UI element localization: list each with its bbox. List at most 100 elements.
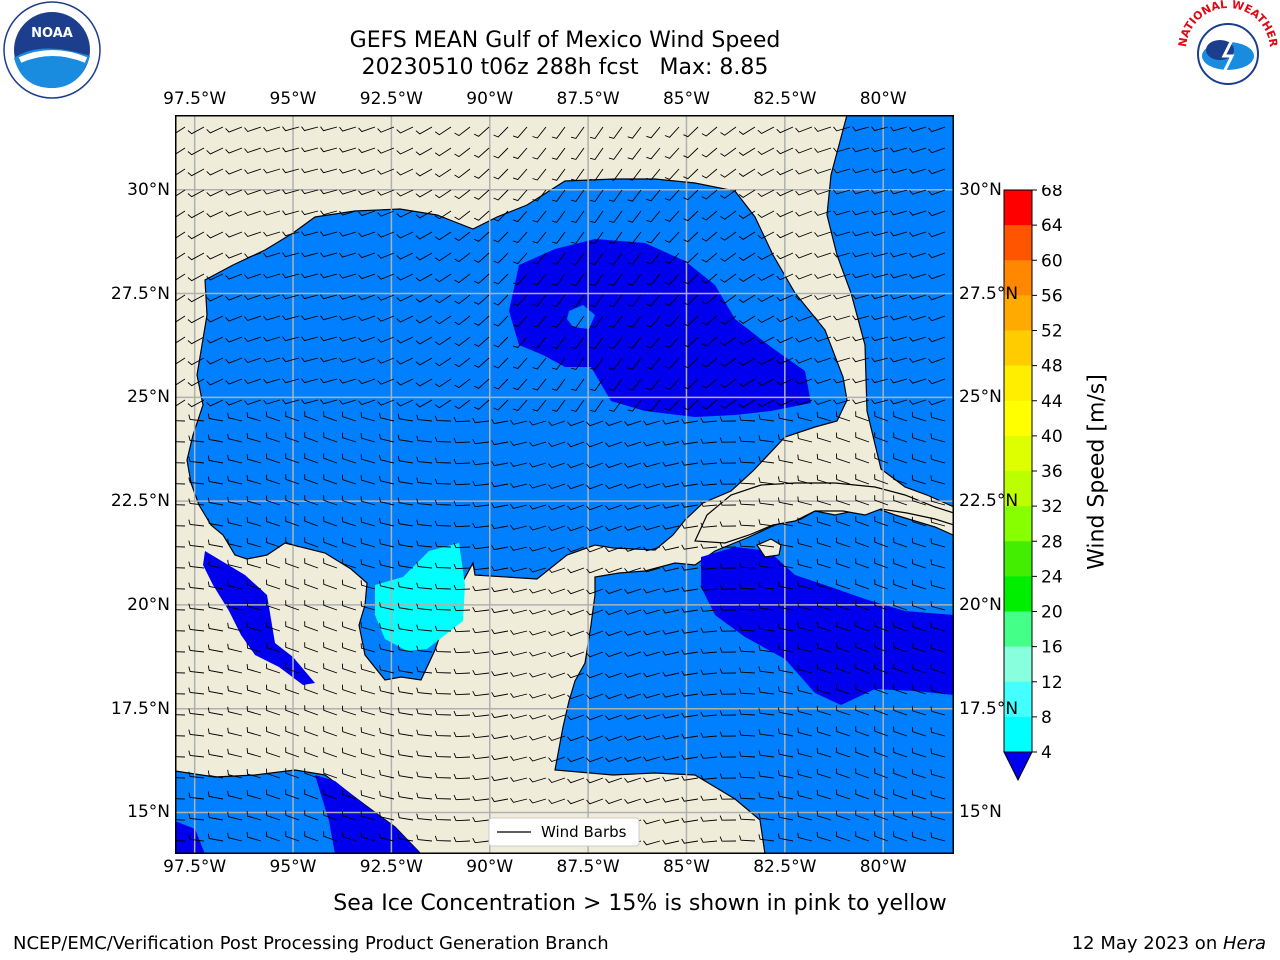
wind-barb-40 [928, 126, 946, 133]
wind-barb-1121 [434, 688, 452, 695]
wind-barb-246 [175, 252, 186, 260]
wind-barb-839 [529, 546, 547, 552]
wind-barb-977 [816, 600, 832, 611]
wind-barb-703 [285, 474, 300, 485]
wind-barb-283 [871, 252, 889, 258]
wind-barb-1223 [816, 726, 832, 737]
wind-barb-1206 [491, 734, 509, 740]
wind-barb-729 [777, 476, 794, 485]
wind-barb-1126 [529, 693, 547, 699]
wind-barb-881 [548, 567, 566, 574]
wind-barb-1263 [797, 748, 813, 758]
wind-barb-347 [532, 294, 547, 307]
wind-barb-1179 [758, 708, 775, 716]
wind-barb-676 [548, 462, 566, 469]
wind-barb-243 [890, 231, 908, 237]
wind-barb-445 [833, 336, 851, 342]
wind-barb-216 [377, 231, 395, 238]
wind-barb-510 [512, 378, 528, 391]
wind-barb-989 [266, 621, 281, 632]
wind-barb-810 [758, 519, 775, 527]
wind-barb-779 [175, 525, 186, 527]
colorbar-tick-5: 48 [1041, 357, 1063, 377]
wind-barb-297 [358, 273, 376, 280]
wind-barb-1146 [911, 684, 927, 695]
wind-barb-225 [551, 231, 566, 244]
wind-barb-232 [683, 231, 699, 243]
wind-barb-1115 [323, 684, 338, 695]
lon-tick-top-6: 82.5°W [753, 89, 817, 109]
wind-barb-372 [225, 315, 243, 322]
wind-barb-526 [814, 378, 832, 384]
wind-barb-258 [396, 252, 414, 260]
wind-barb-501 [339, 378, 357, 384]
wind-barb-914 [397, 581, 414, 590]
wind-barb-402 [795, 315, 813, 322]
wind-barb-994 [360, 622, 376, 632]
wind-barb-204 [928, 210, 946, 217]
wind-barb-883 [586, 567, 604, 574]
wind-barb-1254 [624, 756, 642, 762]
wind-barb-594 [548, 420, 566, 427]
wind-barb-651 [855, 432, 870, 443]
wind-barb-5 [263, 126, 281, 132]
wind-barb-8 [320, 126, 338, 132]
wind-barb-327 [928, 273, 946, 280]
wind-barb-918 [472, 585, 490, 592]
lon-tick-bottom-7: 80°W [859, 857, 907, 877]
wind-barb-435 [646, 336, 661, 349]
wind-barb-614 [930, 412, 946, 422]
wind-barb-90 [320, 168, 338, 174]
wind-barb-1088 [586, 672, 604, 679]
wind-barb-1057 [777, 644, 794, 653]
wind-barb-1328 [472, 795, 490, 802]
wind-barb-473 [589, 357, 604, 371]
wind-barb-1168 [548, 714, 566, 721]
wind-barb-1234 [246, 748, 262, 758]
wind-barb-1163 [453, 710, 471, 717]
wind-barb-456 [263, 357, 281, 363]
wind-barb-422 [396, 336, 414, 344]
wind-barb-866 [266, 558, 281, 569]
wind-barb-710 [416, 477, 433, 485]
wind-barb-291 [244, 273, 262, 280]
wind-barb-622 [304, 432, 319, 443]
wind-barb-1228 [911, 726, 927, 737]
wind-barb-484 [795, 357, 813, 364]
wind-barb-371 [206, 315, 224, 323]
lon-tick-bottom-5: 85°W [662, 857, 710, 877]
wind-barb-348 [551, 294, 566, 307]
wind-barb-1338 [662, 797, 680, 803]
wind-barb-1325 [416, 792, 433, 800]
nws-logo: NATIONAL WEATHER SERVICE [1176, 0, 1280, 98]
wind-barb-933 [758, 582, 775, 590]
wind-barb-138 [454, 189, 471, 200]
wind-barb-185 [570, 210, 585, 223]
wind-barb-1274 [227, 769, 243, 779]
wind-barb-1340 [700, 795, 718, 801]
wind-barb-302 [454, 273, 471, 284]
wind-barb-697 [175, 483, 186, 485]
wind-barb-1148 [175, 714, 186, 716]
wind-barb-251 [263, 252, 281, 258]
wind-barb-857 [874, 537, 889, 548]
wind-barb-289 [206, 273, 224, 281]
wind-barb-1201 [397, 728, 414, 737]
wind-barb-661 [266, 453, 281, 464]
wind-barb-942 [930, 580, 946, 590]
wind-barb-1125 [510, 693, 528, 698]
wind-barb-1289 [510, 777, 528, 782]
wind-barb-342 [434, 294, 452, 304]
wind-barb-1298 [681, 775, 699, 781]
wind-barb-1018 [816, 621, 832, 632]
wind-barb-908 [285, 579, 300, 590]
wind-barb-1307 [855, 768, 870, 779]
colorbar-tick-16: 4 [1041, 743, 1052, 763]
wind-barb-131 [320, 189, 338, 195]
wind-barb-645 [739, 436, 756, 443]
wind-barb-649 [816, 432, 832, 443]
wind-barb-852 [777, 539, 794, 548]
wind-barb-1219 [739, 730, 756, 737]
wind-barb-1354 [188, 813, 205, 821]
wind-barb-1184 [855, 705, 870, 716]
